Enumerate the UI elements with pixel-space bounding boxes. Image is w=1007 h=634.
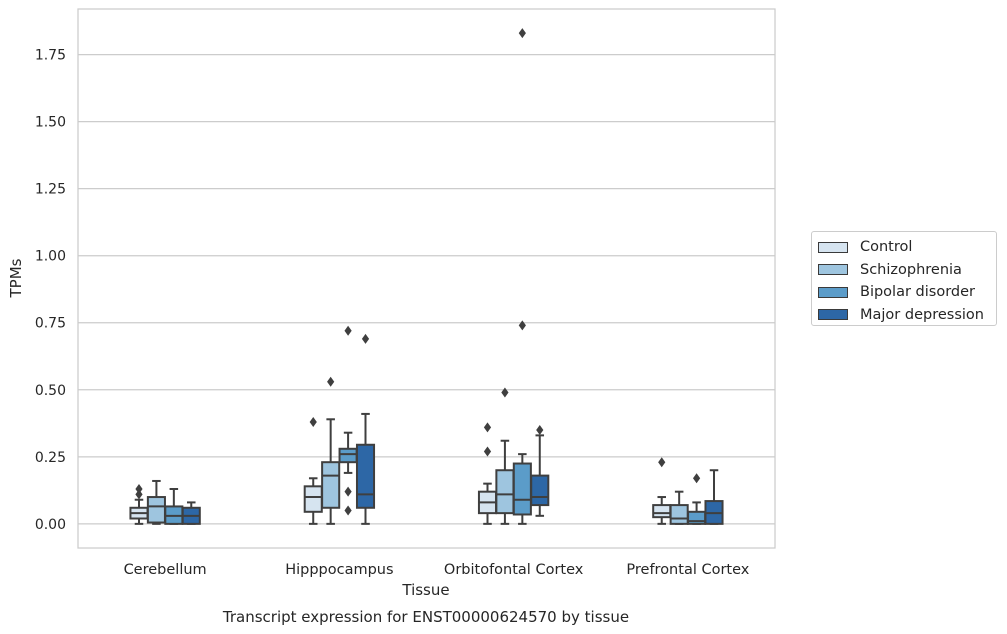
outlier-point (536, 425, 544, 436)
box-bipolar-disorder-2 (512, 28, 532, 525)
legend-label-control: Control (860, 239, 913, 256)
box-major-depression-2 (530, 425, 550, 517)
legend-swatch-major-depression (818, 309, 848, 321)
legend-item-control: Control (818, 236, 996, 259)
y-tick-label: 1.25 (35, 182, 66, 198)
outlier-point (483, 446, 492, 457)
outlier-point (483, 422, 492, 433)
outlier-point (327, 376, 335, 387)
box-major-depression-1 (355, 333, 376, 525)
y-tick-label: 0.75 (35, 316, 66, 332)
legend-swatch-control (818, 241, 848, 253)
outlier-point (344, 486, 352, 497)
box-bipolar-disorder-3 (687, 473, 707, 525)
outlier-point (692, 473, 701, 484)
legend-label-major-depression: Major depression (860, 306, 984, 323)
grid-layer (78, 53, 775, 525)
outlier-point (518, 28, 526, 39)
box-schizophrenia-0 (146, 479, 166, 525)
outlier-point (518, 320, 526, 331)
box-schizophrenia-2 (495, 387, 515, 525)
box-schizophrenia-1 (321, 376, 341, 525)
legend-item-bipolar-disorder: Bipolar disorder (818, 281, 996, 304)
box-schizophrenia-3 (669, 490, 689, 525)
legend-label-bipolar-disorder: Bipolar disorder (860, 284, 975, 301)
outlier-point (658, 457, 666, 468)
y-tick-label: 0.25 (35, 450, 66, 466)
outlier-point (135, 489, 143, 500)
box-control-2 (477, 422, 498, 525)
x-tick-label: Orbitofontal Cortex (444, 562, 584, 578)
box-bipolar-disorder-0 (164, 488, 184, 525)
box-control-1 (303, 416, 323, 525)
outlier-point (344, 505, 352, 516)
y-tick-label: 0.50 (35, 383, 66, 399)
box-control-0 (129, 484, 149, 525)
outlier-point (309, 416, 317, 427)
outlier-point (501, 387, 509, 398)
x-axis-label: Tissue (401, 581, 449, 599)
box-control-3 (652, 457, 672, 525)
y-tick-label: 1.00 (35, 249, 66, 265)
legend-item-major-depression: Major depression (818, 304, 996, 327)
plot-area-border (77, 8, 776, 549)
x-tick-label: Cerebellum (124, 562, 207, 578)
outlier-point (344, 325, 352, 336)
box-major-depression-0 (181, 501, 201, 525)
legend-label-schizophrenia: Schizophrenia (860, 261, 962, 278)
y-tick-label: 1.50 (35, 115, 66, 131)
outlier-point (135, 484, 143, 495)
outlier-point (361, 333, 370, 344)
boxes-layer (129, 28, 724, 525)
legend-swatch-schizophrenia (818, 264, 848, 276)
y-tick-label: 1.75 (35, 48, 66, 64)
box-major-depression-3 (704, 469, 724, 525)
x-tick-label: Hipppocampus (285, 562, 393, 578)
legend: Control Schizophrenia Bipolar disorder M… (811, 231, 997, 326)
legend-swatch-bipolar-disorder (818, 286, 848, 298)
y-tick-labels: 0.00 0.25 0.50 0.75 1.00 1.25 1.50 1.75 (35, 48, 66, 533)
legend-item-schizophrenia: Schizophrenia (818, 259, 996, 282)
x-tick-labels: Cerebellum Hipppocampus Orbitofontal Corte… (124, 562, 750, 578)
x-tick-label: Prefrontal Cortex (626, 562, 749, 578)
box-bipolar-disorder-1 (338, 325, 358, 516)
chart-caption: Transcript expression for ENST0000062457… (222, 608, 629, 626)
y-axis-label: TPMs (7, 258, 25, 298)
y-tick-label: 0.00 (35, 517, 66, 533)
